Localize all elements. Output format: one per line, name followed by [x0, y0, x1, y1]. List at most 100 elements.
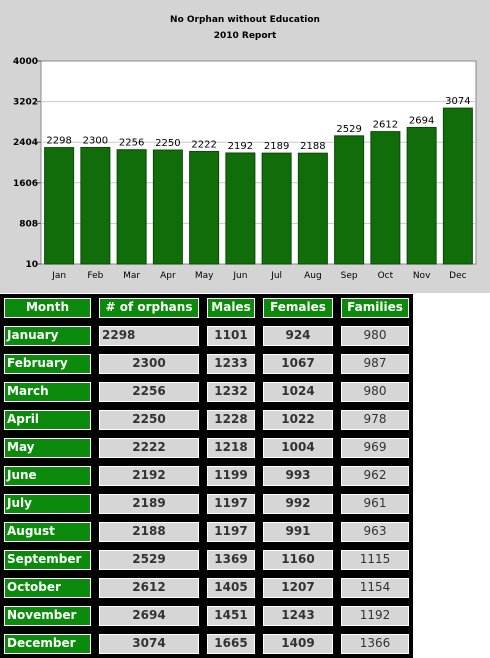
cell-month: January: [0, 322, 95, 350]
cell-males-value: 1218: [205, 436, 257, 460]
y-tick-label: 808: [19, 219, 38, 229]
cell-families: 980: [337, 378, 413, 406]
bar: [189, 150, 220, 265]
cell-orphans-value: 2189: [97, 492, 201, 516]
cell-families-value: 978: [339, 408, 411, 432]
cell-females: 1160: [259, 546, 337, 574]
cell-families-value: 987: [339, 352, 411, 376]
cell-month: July: [0, 490, 95, 518]
chart-subtitle: 2010 Report: [213, 31, 277, 41]
cell-males-value: 1228: [205, 408, 257, 432]
cell-males: 1197: [203, 518, 259, 546]
cell-females-value: 1243: [261, 604, 335, 628]
cell-males-value: 1197: [205, 492, 257, 516]
cell-month-value: July: [2, 492, 93, 516]
cell-orphans-value: 2694: [97, 604, 201, 628]
x-tick-label: Feb: [87, 271, 103, 281]
cell-families: 1115: [337, 546, 413, 574]
table-row: November 2694 1451 1243 1192: [0, 602, 413, 630]
cell-females: 1004: [259, 434, 337, 462]
x-tick-label: Jan: [51, 271, 66, 281]
table-row: August 2188 1197 991 963: [0, 518, 413, 546]
y-tick-label: 1606: [13, 179, 38, 189]
cell-males: 1665: [203, 630, 259, 658]
bar: [225, 152, 256, 265]
bar: [297, 152, 328, 265]
cell-orphans-value: 2529: [97, 548, 201, 572]
cell-males: 1101: [203, 322, 259, 350]
cell-month: September: [0, 546, 95, 574]
table-row: April 2250 1228 1022 978: [0, 406, 413, 434]
cell-males: 1233: [203, 350, 259, 378]
cell-month-value: November: [2, 604, 93, 628]
cell-females-value: 1022: [261, 408, 335, 432]
cell-females-value: 1024: [261, 380, 335, 404]
cell-month: December: [0, 630, 95, 658]
bar-value-label: 3074: [445, 96, 470, 107]
cell-families: 978: [337, 406, 413, 434]
cell-males-value: 1405: [205, 576, 257, 600]
cell-males-value: 1233: [205, 352, 257, 376]
cell-females-value: 1409: [261, 632, 335, 656]
cell-orphans-value: 2250: [97, 408, 201, 432]
x-tick-label: Oct: [378, 271, 394, 281]
x-tick-label: Apr: [160, 271, 176, 281]
cell-families: 987: [337, 350, 413, 378]
cell-month: May: [0, 434, 95, 462]
cell-females-value: 991: [261, 520, 335, 544]
cell-orphans: 2256: [95, 378, 203, 406]
table-row: December 3074 1665 1409 1366: [0, 630, 413, 658]
cell-families: 1366: [337, 630, 413, 658]
cell-males: 1405: [203, 574, 259, 602]
bar-value-label: 2529: [336, 124, 361, 135]
bar: [334, 135, 365, 265]
y-tick-label: 2404: [13, 138, 38, 148]
x-tick-label: Jun: [232, 271, 247, 281]
cell-females-value: 993: [261, 464, 335, 488]
cell-orphans-value: 2256: [97, 380, 201, 404]
y-tick-label: 10: [25, 260, 38, 270]
table-row: February 2300 1233 1067 987: [0, 350, 413, 378]
cell-males: 1369: [203, 546, 259, 574]
cell-families: 980: [337, 322, 413, 350]
cell-families: 963: [337, 518, 413, 546]
cell-orphans: 2298: [95, 322, 203, 350]
chart-title-block: No Orphan without Education 2010 Report: [0, 12, 490, 44]
cell-orphans-value: 2192: [97, 464, 201, 488]
cell-families: 1192: [337, 602, 413, 630]
cell-males-value: 1369: [205, 548, 257, 572]
cell-month: June: [0, 462, 95, 490]
table-row: July 2189 1197 992 961: [0, 490, 413, 518]
cell-families-value: 980: [339, 324, 411, 348]
cell-month: October: [0, 574, 95, 602]
cell-month-value: August: [2, 520, 93, 544]
cell-month-value: October: [2, 576, 93, 600]
cell-orphans: 2188: [95, 518, 203, 546]
x-tick-label: May: [195, 271, 214, 281]
table-row: January 2298 1101 924 980: [0, 322, 413, 350]
bar: [442, 107, 473, 265]
col-header-males: Males: [203, 294, 259, 322]
cell-families-value: 980: [339, 380, 411, 404]
bar: [44, 147, 75, 265]
bar-value-label: 2250: [155, 138, 180, 149]
cell-month-value: December: [2, 632, 93, 656]
table-row: October 2612 1405 1207 1154: [0, 574, 413, 602]
bar-value-label: 2298: [46, 136, 71, 147]
cell-month-value: March: [2, 380, 93, 404]
bar: [370, 131, 401, 265]
cell-families-value: 963: [339, 520, 411, 544]
cell-males-value: 1451: [205, 604, 257, 628]
cell-month-value: February: [2, 352, 93, 376]
bar: [116, 149, 147, 265]
bar: [152, 149, 183, 265]
cell-month-value: June: [2, 464, 93, 488]
chart-title: No Orphan without Education: [170, 15, 320, 25]
bar-value-label: 2694: [409, 115, 434, 126]
x-tick-label: Aug: [304, 271, 322, 281]
cell-females: 1243: [259, 602, 337, 630]
cell-families-value: 1154: [339, 576, 411, 600]
cell-females-value: 992: [261, 492, 335, 516]
cell-females: 993: [259, 462, 337, 490]
cell-males: 1232: [203, 378, 259, 406]
